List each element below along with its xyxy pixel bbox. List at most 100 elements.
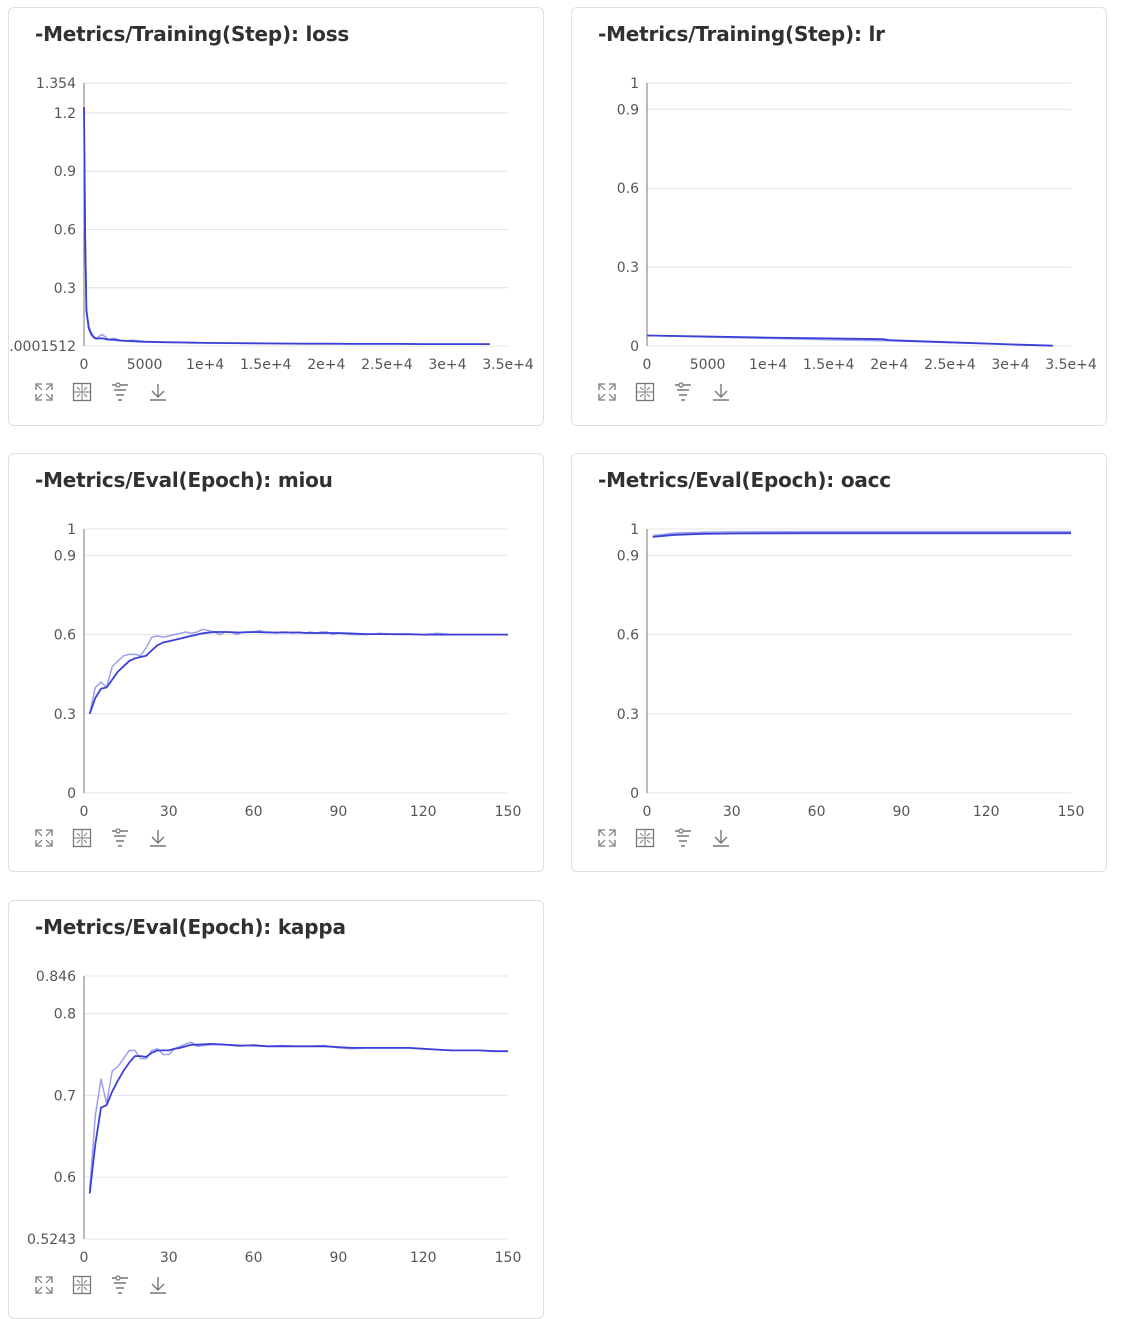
filter-icon[interactable] bbox=[672, 827, 694, 849]
y-tick-label: 0 bbox=[630, 339, 639, 355]
y-tick-label: 0.8 bbox=[54, 1007, 76, 1023]
expand-icon[interactable] bbox=[596, 827, 618, 849]
series-line-smoothed bbox=[88, 1042, 508, 1194]
x-tick-label: 5000 bbox=[690, 357, 726, 373]
x-tick-label: 5000 bbox=[127, 357, 163, 373]
chart-card-miou: -Metrics/Eval(Epoch): miou 0 0.3 0.6 0.9 1 0 3… bbox=[8, 453, 544, 872]
filter-icon[interactable] bbox=[109, 381, 131, 403]
expand-icon[interactable] bbox=[33, 1274, 55, 1296]
y-tick-label: .0001512 bbox=[9, 339, 76, 355]
download-icon[interactable] bbox=[710, 381, 732, 403]
chart-card-oacc: -Metrics/Eval(Epoch): oacc 0 0.3 0.6 0.9 1 0 3… bbox=[571, 453, 1107, 872]
x-tick-label: 3.5e+4 bbox=[1045, 357, 1097, 373]
x-tick-label: 120 bbox=[973, 804, 1000, 820]
x-tick-label: 60 bbox=[245, 804, 263, 820]
y-tick-label: 0.3 bbox=[54, 707, 76, 723]
filter-icon[interactable] bbox=[109, 1274, 131, 1296]
x-tick-label: 0 bbox=[80, 804, 89, 820]
x-tick-label: 2e+4 bbox=[870, 357, 908, 373]
x-tick-label: 120 bbox=[410, 1250, 437, 1266]
chart-toolbar bbox=[33, 827, 169, 853]
x-tick-label: 2.5e+4 bbox=[361, 357, 413, 373]
y-tick-label: 1 bbox=[67, 522, 76, 538]
y-tick-label: 0.6 bbox=[54, 222, 76, 238]
series-line-raw bbox=[88, 628, 508, 714]
y-tick-label: 0.9 bbox=[617, 548, 639, 564]
x-tick-label: 1.5e+4 bbox=[240, 357, 292, 373]
expand-icon[interactable] bbox=[33, 381, 55, 403]
series-line-smoothed bbox=[646, 334, 1053, 347]
x-tick-label: 0 bbox=[80, 357, 89, 373]
y-tick-label: 0.6 bbox=[54, 1170, 76, 1186]
x-tick-label: 3e+4 bbox=[428, 357, 466, 373]
download-icon[interactable] bbox=[710, 827, 732, 849]
y-tick-label: 0.7 bbox=[54, 1088, 76, 1104]
x-tick-label: 30 bbox=[160, 804, 178, 820]
x-tick-label: 60 bbox=[808, 804, 826, 820]
y-tick-label: 0.9 bbox=[54, 164, 76, 180]
series-line-raw bbox=[88, 1041, 508, 1190]
chart-title: -Metrics/Training(Step): lr bbox=[598, 22, 885, 46]
y-tick-label: 1 bbox=[630, 76, 639, 92]
fit-screen-icon[interactable] bbox=[71, 827, 93, 849]
chart-plot[interactable]: 0 0.3 0.6 0.9 1 0 5000 1e+4 1.5e+4 2e+4 2.5e+4 3e+4… bbox=[572, 8, 1108, 378]
x-tick-label: 0 bbox=[643, 804, 652, 820]
chart-toolbar bbox=[33, 381, 169, 407]
y-tick-label: 0 bbox=[630, 786, 639, 802]
y-tick-label: 0 bbox=[67, 786, 76, 802]
y-tick-label: 0.6 bbox=[617, 628, 639, 644]
y-tick-label: 0.9 bbox=[54, 548, 76, 564]
x-tick-label: 3.5e+4 bbox=[482, 357, 534, 373]
chart-title: -Metrics/Eval(Epoch): oacc bbox=[598, 468, 891, 492]
expand-icon[interactable] bbox=[33, 827, 55, 849]
series-line-raw bbox=[83, 107, 490, 345]
chart-toolbar bbox=[33, 1274, 169, 1300]
x-tick-label: 1e+4 bbox=[749, 357, 787, 373]
chart-card-loss: -Metrics/Training(Step): loss .0001512 0.… bbox=[8, 7, 544, 426]
series-line-smoothed bbox=[88, 631, 508, 715]
y-tick-label: 0.6 bbox=[54, 628, 76, 644]
y-tick-label: 0.3 bbox=[54, 281, 76, 297]
chart-card-lr: -Metrics/Training(Step): lr 0 0.3 0.6 0.9 1 0… bbox=[571, 7, 1107, 426]
x-tick-label: 90 bbox=[329, 1250, 347, 1266]
chart-toolbar bbox=[596, 827, 732, 853]
fit-screen-icon[interactable] bbox=[634, 381, 656, 403]
chart-plot[interactable]: 0 0.3 0.6 0.9 1 0 30 60 90 120 150 bbox=[9, 454, 545, 824]
y-tick-label: 1.2 bbox=[54, 106, 76, 122]
x-tick-label: 2e+4 bbox=[307, 357, 345, 373]
chart-title: -Metrics/Eval(Epoch): miou bbox=[35, 468, 333, 492]
fit-screen-icon[interactable] bbox=[71, 381, 93, 403]
y-tick-label: 0.3 bbox=[617, 707, 639, 723]
download-icon[interactable] bbox=[147, 381, 169, 403]
y-tick-label: 0.3 bbox=[617, 260, 639, 276]
x-tick-label: 150 bbox=[495, 1250, 522, 1266]
series-line-smoothed bbox=[83, 107, 490, 346]
chart-title: -Metrics/Training(Step): loss bbox=[35, 22, 350, 46]
fit-screen-icon[interactable] bbox=[71, 1274, 93, 1296]
fit-screen-icon[interactable] bbox=[634, 827, 656, 849]
x-tick-label: 30 bbox=[723, 804, 741, 820]
chart-plot[interactable]: .0001512 0.3 0.6 0.9 1.2 1.354 0 5000 1e+4 1.5e+4… bbox=[9, 8, 545, 378]
y-tick-label: 0.6 bbox=[617, 181, 639, 197]
download-icon[interactable] bbox=[147, 827, 169, 849]
x-tick-label: 30 bbox=[160, 1250, 178, 1266]
y-tick-label: 1.354 bbox=[36, 76, 76, 92]
filter-icon[interactable] bbox=[672, 381, 694, 403]
y-tick-label: 0.5243 bbox=[27, 1232, 76, 1248]
chart-plot[interactable]: 0 0.3 0.6 0.9 1 0 30 60 90 120 150 bbox=[572, 454, 1108, 824]
y-tick-label: 1 bbox=[630, 522, 639, 538]
x-tick-label: 3e+4 bbox=[991, 357, 1029, 373]
series-line-smoothed bbox=[652, 532, 1071, 538]
expand-icon[interactable] bbox=[596, 381, 618, 403]
x-tick-label: 0 bbox=[80, 1250, 89, 1266]
x-tick-label: 2.5e+4 bbox=[924, 357, 976, 373]
x-tick-label: 0 bbox=[643, 357, 652, 373]
filter-icon[interactable] bbox=[109, 827, 131, 849]
y-tick-label: 0.9 bbox=[617, 102, 639, 118]
download-icon[interactable] bbox=[147, 1274, 169, 1296]
x-tick-label: 90 bbox=[892, 804, 910, 820]
x-tick-label: 60 bbox=[245, 1250, 263, 1266]
chart-plot[interactable]: 0.5243 0.6 0.7 0.8 0.846 0 30 60 90 120 150 bbox=[9, 901, 545, 1271]
x-tick-label: 1.5e+4 bbox=[803, 357, 855, 373]
x-tick-label: 150 bbox=[495, 804, 522, 820]
